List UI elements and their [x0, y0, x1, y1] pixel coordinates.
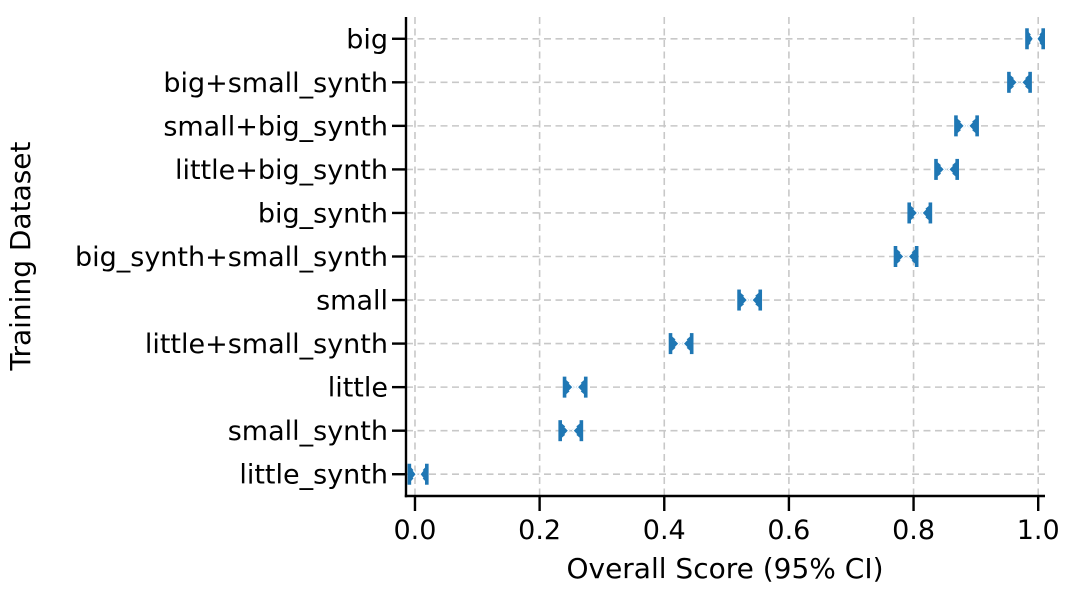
right-caret-notch	[418, 469, 424, 479]
right-caret-notch	[920, 208, 927, 218]
ci-left-arrow	[935, 160, 946, 178]
ci-left-arrow	[564, 378, 575, 396]
right-caret-notch	[1020, 77, 1026, 87]
category-label: small+big_synth	[163, 111, 388, 142]
category-label: little	[328, 373, 388, 404]
category-label: small_synth	[228, 416, 388, 447]
right-caret-notch	[1035, 34, 1041, 44]
data-point-marker	[907, 202, 933, 224]
x-tick-label: 0.0	[393, 515, 436, 546]
ci-left-arrow	[670, 335, 681, 353]
ci-right-arrow	[418, 465, 427, 483]
ci-right-arrow	[571, 422, 582, 440]
ci-left-arrow	[560, 422, 571, 440]
ci-left-arrow	[1008, 73, 1019, 91]
category-label: little+small_synth	[145, 329, 388, 360]
data-point-marker	[954, 115, 979, 137]
ci-right-arrow	[750, 291, 761, 309]
category-label: big_synth+small_synth	[75, 242, 388, 273]
category-label: little_synth	[239, 460, 388, 491]
left-caret-notch	[913, 208, 919, 218]
ci-left-arrow	[1026, 30, 1035, 48]
tick-labels: 0.0 0.2 0.4 0.6 0.8 1.0 big big+small_synthsmal…	[75, 24, 1060, 546]
ci-left-cap	[934, 158, 938, 180]
data-point-marker	[558, 420, 584, 442]
axes-spines-and-ticks	[392, 17, 1045, 511]
data-point-marker	[1007, 71, 1032, 93]
right-caret-notch	[967, 121, 973, 131]
right-caret-notch	[947, 164, 953, 174]
ci-left-arrow	[895, 248, 906, 265]
left-caret-notch	[899, 251, 906, 262]
ci-right-cap	[425, 463, 429, 485]
category-label: small	[316, 286, 388, 317]
right-caret-notch	[571, 426, 578, 436]
x-tick-label: 1.0	[1017, 515, 1060, 546]
data-point-marker	[934, 158, 959, 180]
gridlines	[406, 17, 1045, 496]
ci-right-arrow	[681, 335, 692, 353]
right-caret-notch	[681, 339, 688, 349]
ci-right-arrow	[967, 117, 978, 135]
left-caret-notch	[674, 339, 681, 349]
ci-left-arrow	[739, 291, 750, 309]
data-point-marker	[737, 289, 763, 311]
right-caret-notch	[576, 382, 582, 392]
data-point-marker	[1025, 28, 1045, 50]
ci-right-arrow	[1020, 73, 1031, 91]
category-label: big	[346, 24, 388, 55]
ci-right-arrow	[920, 204, 931, 222]
ci-right-arrow	[906, 248, 917, 265]
ci-right-arrow	[1035, 30, 1044, 48]
left-caret-notch	[564, 426, 570, 436]
x-axis-title: Overall Score (95% CI)	[566, 552, 883, 585]
y-axis-title: Training Dataset	[4, 141, 37, 371]
category-label: big+small_synth	[163, 68, 388, 99]
left-caret-notch	[412, 469, 418, 479]
left-caret-notch	[940, 164, 946, 174]
left-caret-notch	[1013, 77, 1019, 87]
ci-left-arrow	[955, 117, 966, 135]
data-point-markers	[407, 28, 1045, 485]
category-label: big_synth	[258, 198, 388, 229]
data-point-marker	[562, 376, 588, 398]
data-point-marker	[407, 463, 429, 485]
x-tick-label: 0.6	[767, 515, 810, 546]
left-caret-notch	[743, 295, 749, 305]
left-caret-notch	[1030, 34, 1035, 44]
right-caret-notch	[906, 251, 913, 262]
data-point-marker	[893, 246, 919, 267]
category-label: little+big_synth	[175, 155, 388, 186]
ci-left-cap	[1025, 28, 1029, 50]
data-point-marker	[668, 333, 694, 355]
left-caret-notch	[568, 382, 575, 392]
ci-left-arrow	[909, 204, 920, 222]
x-tick-label: 0.2	[518, 515, 561, 546]
right-caret-notch	[750, 295, 757, 305]
ci-right-arrow	[947, 160, 958, 178]
x-tick-label: 0.8	[892, 515, 935, 546]
ci-right-arrow	[575, 378, 586, 396]
ci-left-arrow	[409, 465, 418, 483]
x-tick-label: 0.4	[643, 515, 686, 546]
left-caret-notch	[960, 121, 966, 131]
